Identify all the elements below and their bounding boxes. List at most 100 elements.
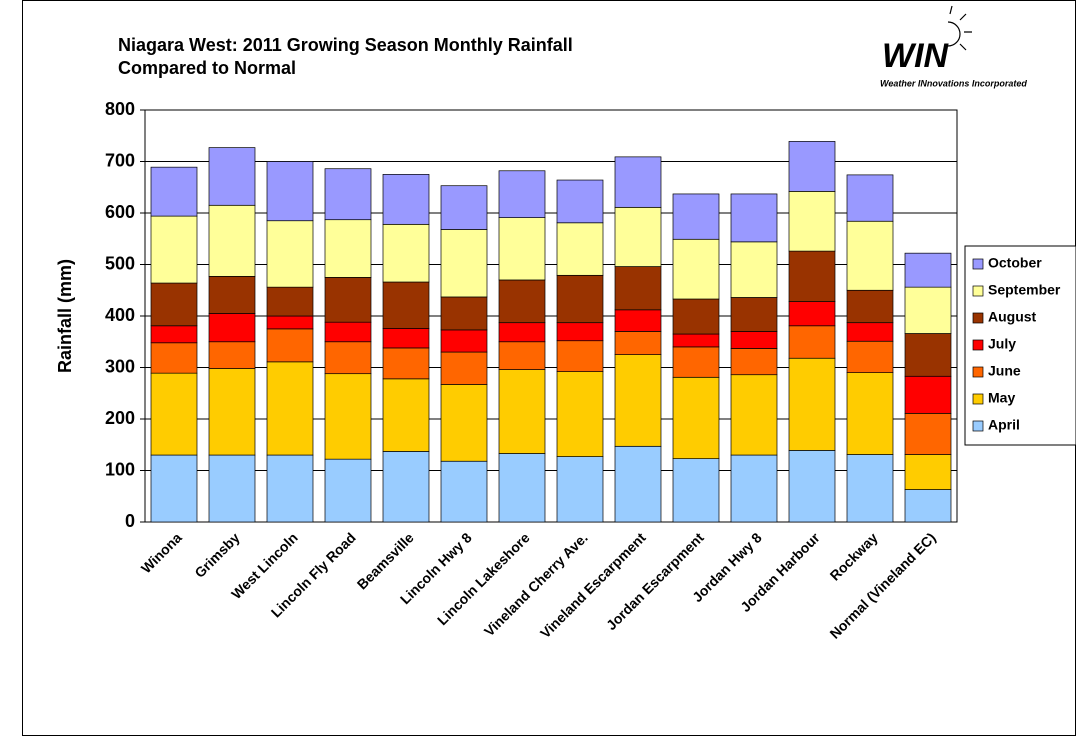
legend-box (964, 245, 1076, 446)
bar-segment (730, 374, 778, 456)
legend-swatch (972, 339, 984, 351)
bar-segment (324, 219, 372, 278)
y-tick-label: 400 (105, 305, 135, 325)
bar-segment (730, 241, 778, 298)
legend-swatch (972, 285, 984, 297)
bar-segment (150, 282, 198, 327)
bar-segment (846, 340, 894, 373)
chart-title: Niagara West: 2011 Growing Season Monthl… (118, 35, 573, 55)
bar-segment (730, 331, 778, 349)
bar-segment (498, 341, 546, 370)
legend-swatch (972, 366, 984, 378)
bar-segment (208, 368, 256, 456)
bar-segment (556, 179, 604, 224)
y-tick-label: 500 (105, 253, 135, 273)
bar-segment (846, 454, 894, 523)
bar-segment (846, 289, 894, 324)
bar-segment (324, 458, 372, 523)
bar-segment (904, 412, 952, 455)
bar-segment (788, 450, 836, 523)
bar-segment (266, 220, 314, 288)
y-tick-label: 0 (125, 511, 135, 531)
legend-swatch (972, 312, 984, 324)
bar-segment (614, 156, 662, 208)
bar-segment (150, 454, 198, 523)
bar-segment (672, 458, 720, 523)
bar-segment (788, 301, 836, 327)
bar-segment (788, 325, 836, 359)
bar-segment (150, 166, 198, 217)
bar-segment (208, 454, 256, 523)
bar-segment (266, 328, 314, 363)
bar-segment (846, 322, 894, 342)
bar-segment (266, 161, 314, 222)
bar-segment (614, 206, 662, 267)
chart-subtitle: Compared to Normal (118, 58, 296, 78)
bar-segment (904, 454, 952, 490)
bar-segment (382, 223, 430, 283)
legend-label: May (988, 390, 1015, 406)
bar-segment (266, 315, 314, 330)
bar-segment (150, 215, 198, 284)
bar-segment (266, 454, 314, 523)
bar-segment (324, 277, 372, 323)
bar-segment (788, 191, 836, 252)
bar-segment (324, 341, 372, 375)
bar-segment (788, 357, 836, 451)
bar-segment (730, 297, 778, 332)
logo: WIN (882, 37, 950, 75)
bar-segment (846, 372, 894, 455)
bar-segment (614, 445, 662, 523)
y-tick-label: 600 (105, 202, 135, 222)
bar-segment (324, 168, 372, 221)
bar-segment (208, 313, 256, 343)
bar-segment (556, 340, 604, 372)
bar-segment (150, 325, 198, 344)
bar-segment (382, 174, 430, 225)
bar-segment (730, 348, 778, 376)
bar-segment (904, 252, 952, 288)
bar-segment (556, 371, 604, 457)
y-axis-label: Rainfall (mm) (55, 259, 75, 373)
logo-sun (947, 5, 972, 51)
bar-segment (498, 369, 546, 454)
bar-segment (730, 193, 778, 243)
bar-segment (440, 296, 488, 331)
legend-label: July (988, 336, 1016, 352)
bar-segment (846, 174, 894, 222)
y-tick-label: 100 (105, 459, 135, 479)
bar-segment (440, 384, 488, 462)
bar-segment (440, 185, 488, 230)
legend-swatch (972, 420, 984, 432)
bar-segment (440, 351, 488, 385)
bar-segment (266, 286, 314, 317)
legend-swatch (972, 393, 984, 405)
legend-swatch (972, 258, 984, 270)
bar-segment (498, 217, 546, 281)
bar-segment (846, 220, 894, 291)
bar-segment (382, 378, 430, 452)
bar-segment (614, 309, 662, 332)
bar-segment (614, 354, 662, 447)
bar-segment (208, 275, 256, 314)
legend-label: August (988, 309, 1037, 325)
bar-segment (556, 456, 604, 523)
y-tick-label: 700 (105, 150, 135, 170)
bar-segment (672, 346, 720, 378)
legend-label: October (988, 255, 1042, 271)
bar-segment (440, 329, 488, 353)
legend-label: September (988, 282, 1061, 298)
bar-segment (904, 489, 952, 523)
y-tick-label: 800 (105, 99, 135, 119)
bar-segment (208, 341, 256, 369)
bar-segment (440, 229, 488, 298)
bar-segment (208, 147, 256, 206)
bar-segment (672, 238, 720, 300)
bar-segment (382, 347, 430, 380)
bar-segment (150, 342, 198, 374)
bar-segment (788, 141, 836, 192)
bar-segment (730, 454, 778, 523)
bar-segment (498, 453, 546, 523)
bar-segment (382, 451, 430, 523)
y-tick-label: 300 (105, 356, 135, 376)
